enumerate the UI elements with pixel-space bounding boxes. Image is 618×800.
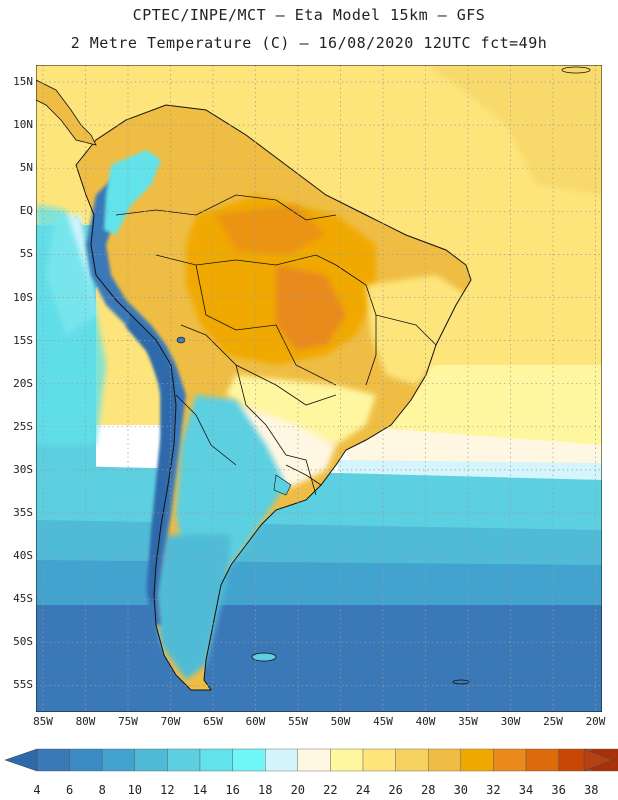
- lat-tick-label: 5S: [19, 247, 33, 261]
- colorbar-cell: [460, 748, 494, 772]
- lat-tick-label: 45S: [13, 592, 33, 606]
- lat-tick-label: EQ: [19, 204, 33, 218]
- ocean-west-cyan: [36, 205, 106, 445]
- colorbar-cell: [265, 748, 299, 772]
- lat-tick-label: 35S: [13, 506, 33, 519]
- colorbar-cell: [134, 748, 168, 772]
- lon-tick-label: 30W: [500, 715, 521, 728]
- colorbar-cell: [199, 748, 233, 772]
- lat-tick-label: 40S: [13, 549, 33, 563]
- colorbar-tick-label: 24: [356, 783, 370, 797]
- colorbar-tick-label: 18: [258, 783, 272, 797]
- colorbar-tick-label: 14: [193, 783, 207, 797]
- lon-tick-label: 35W: [458, 715, 478, 728]
- colorbar-high-arrow: [583, 748, 614, 772]
- lon-tick-label: 20W: [585, 715, 606, 728]
- lon-tick-label: 70W: [160, 715, 181, 728]
- colorbar-tick-label: 20: [291, 783, 305, 797]
- colorbar-cell: [362, 748, 396, 772]
- colorbar-tick-label: 36: [551, 783, 565, 797]
- andes-north-cyan: [104, 150, 161, 235]
- colorbar-cell: [525, 748, 559, 772]
- lon-tick-label: 45W: [373, 715, 393, 728]
- caribbean-island: [561, 66, 591, 74]
- colorbar-tick-label: 16: [225, 783, 239, 797]
- colorbar-cell: [395, 748, 429, 772]
- ocean-band-orange-north: [426, 65, 602, 195]
- colorbar-tick-label: 34: [519, 783, 533, 797]
- lagoa-dos-patos: [273, 474, 292, 496]
- colorbar-tick-label: 6: [66, 783, 73, 797]
- colorbar-tick-label: 28: [421, 783, 435, 797]
- region-hot-core: [276, 265, 346, 350]
- colorbar-cell: [330, 748, 364, 772]
- lat-tick-label: 20S: [13, 376, 33, 390]
- lon-tick-label: 85W: [33, 715, 53, 728]
- lon-tick-label: 40W: [415, 715, 436, 728]
- ocean-band-northeast: [336, 65, 602, 225]
- chart-title: CPTEC/INPE/MCT – Eta Model 15km – GFS: [132, 6, 486, 24]
- colorbar-tick-label: 10: [128, 783, 142, 797]
- ocean-deepblue: [36, 605, 602, 712]
- colorbar-cell: [297, 748, 331, 772]
- lon-tick-label: 65W: [203, 715, 223, 728]
- south-georgia: [452, 679, 470, 685]
- colorbar-tick-label: 4: [33, 783, 40, 797]
- colorbar-cell: [232, 748, 266, 772]
- lon-tick-label: 55W: [288, 715, 308, 728]
- lon-tick-label: 75W: [118, 715, 138, 728]
- colorbar-tick-label: 22: [323, 783, 337, 797]
- lat-tick-label: 30S: [13, 462, 33, 476]
- colorbar-cell: [69, 748, 103, 772]
- lon-tick-label: 50W: [330, 715, 351, 728]
- colorbar-tick-label: 38: [584, 783, 598, 797]
- lat-tick-label: 50S: [13, 635, 33, 649]
- colorbar: 4 6 8 10 12 14 16 18 20 22 24 26 28 30 32 34 36 38: [4, 748, 618, 797]
- coastline: [75, 104, 472, 691]
- colorbar-tick-label: 30: [454, 783, 468, 797]
- colorbar-cell: [101, 748, 135, 772]
- lat-tick-label: 15N: [13, 75, 33, 88]
- lat-tick-label: 10N: [13, 118, 33, 132]
- falkland-islands: [251, 652, 277, 662]
- region-hot-north: [216, 205, 326, 255]
- colorbar-tick-label: 12: [160, 783, 174, 797]
- colorbar-cell: [428, 748, 462, 772]
- lake-titicaca: [176, 336, 186, 344]
- country-borders: [115, 194, 437, 496]
- lat-tick-label: 10S: [13, 290, 33, 304]
- temperature-map: [36, 65, 602, 712]
- chart-subtitle: 2 Metre Temperature (C) – 16/08/2020 12U…: [70, 34, 548, 52]
- colorbar-low-arrow: [4, 748, 38, 772]
- lat-tick-label: 15S: [13, 333, 33, 347]
- lon-tick-label: 25W: [543, 715, 563, 728]
- central-america: [36, 79, 97, 146]
- andes-colder: [126, 315, 176, 605]
- colorbar-cell: [36, 748, 70, 772]
- colorbar-cell: [493, 748, 527, 772]
- lat-tick-label: 25S: [13, 419, 33, 433]
- colorbar-tick-label: 26: [388, 783, 402, 797]
- colorbar-tick-label: 8: [99, 783, 106, 797]
- lon-tick-label: 80W: [75, 715, 96, 728]
- lon-tick-label: 60W: [245, 715, 266, 728]
- region-patagonia: [154, 535, 231, 680]
- colorbar-cell: [167, 748, 201, 772]
- lat-tick-label: 5N: [19, 161, 33, 175]
- lat-tick-label: 55S: [13, 678, 33, 692]
- colorbar-tick-label: 32: [486, 783, 500, 797]
- region-southeast-cream: [226, 375, 376, 445]
- region-east-yellow: [366, 275, 466, 385]
